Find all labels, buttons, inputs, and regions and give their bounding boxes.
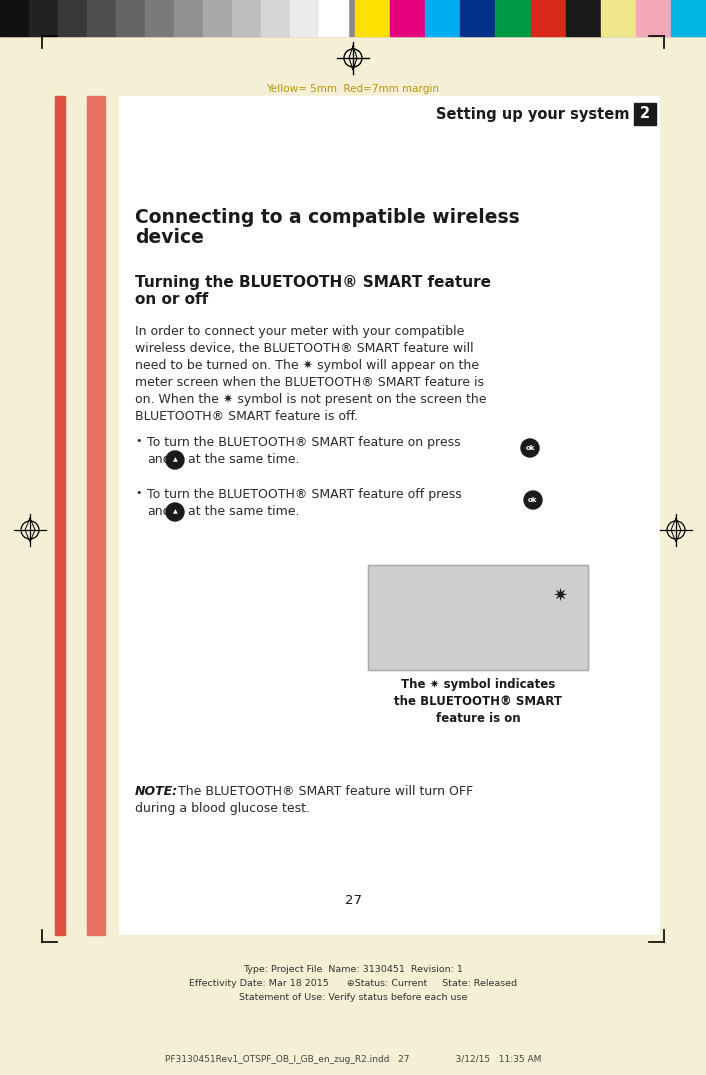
Text: during a blood glucose test.: during a blood glucose test.: [135, 802, 310, 815]
Text: ▲: ▲: [173, 458, 177, 462]
Bar: [368, 565, 588, 670]
Bar: [42, 78, 664, 100]
Text: ▲: ▲: [173, 510, 177, 515]
Bar: [0, 0, 706, 35]
Text: The ✷ symbol indicates
the BLUETOOTH® SMART
feature is on: The ✷ symbol indicates the BLUETOOTH® SM…: [394, 678, 562, 725]
Bar: [290, 0, 319, 35]
Bar: [42, 935, 664, 945]
Circle shape: [524, 491, 542, 508]
Circle shape: [166, 452, 184, 469]
Text: at the same time.: at the same time.: [188, 505, 299, 518]
Text: meter screen when the BLUETOOTH® SMART feature is: meter screen when the BLUETOOTH® SMART f…: [135, 376, 484, 389]
Bar: [174, 0, 203, 35]
Text: •: •: [135, 488, 141, 498]
Text: at the same time.: at the same time.: [188, 453, 299, 465]
Bar: [460, 0, 496, 35]
Bar: [355, 0, 390, 35]
Text: ✷: ✷: [552, 587, 568, 605]
Bar: [232, 0, 261, 35]
Bar: [390, 0, 425, 35]
Bar: [116, 0, 145, 35]
Text: ok: ok: [525, 445, 534, 451]
Bar: [55, 96, 65, 935]
Text: and: and: [147, 505, 171, 518]
Bar: [319, 0, 348, 35]
Bar: [368, 565, 588, 670]
Text: device: device: [135, 228, 204, 247]
Bar: [425, 0, 460, 35]
Bar: [671, 0, 706, 35]
Text: ok: ok: [528, 497, 538, 503]
Text: Setting up your system: Setting up your system: [436, 108, 630, 123]
Bar: [87, 96, 105, 935]
Text: on. When the ✷ symbol is not present on the screen the: on. When the ✷ symbol is not present on …: [135, 393, 486, 406]
Text: In order to connect your meter with your compatible: In order to connect your meter with your…: [135, 325, 465, 338]
Text: Turning the BLUETOOTH® SMART feature: Turning the BLUETOOTH® SMART feature: [135, 275, 491, 290]
Bar: [58, 0, 87, 35]
Text: wireless device, the BLUETOOTH® SMART feature will: wireless device, the BLUETOOTH® SMART fe…: [135, 342, 474, 355]
Text: Statement of Use: Verify status before each use: Statement of Use: Verify status before e…: [239, 993, 467, 1003]
Bar: [634, 103, 656, 125]
Text: Connecting to a compatible wireless: Connecting to a compatible wireless: [135, 207, 520, 227]
Text: need to be turned on. The ✷ symbol will appear on the: need to be turned on. The ✷ symbol will …: [135, 359, 479, 372]
Circle shape: [521, 439, 539, 457]
Text: Type: Project File  Name: 3130451  Revision: 1: Type: Project File Name: 3130451 Revisio…: [243, 965, 463, 975]
Bar: [636, 0, 671, 35]
Bar: [29, 0, 58, 35]
Text: To turn the BLUETOOTH® SMART feature on press: To turn the BLUETOOTH® SMART feature on …: [147, 436, 460, 449]
Text: and: and: [147, 453, 171, 465]
Bar: [660, 96, 664, 935]
Bar: [530, 0, 566, 35]
Text: •: •: [135, 436, 141, 446]
Text: on or off: on or off: [135, 292, 208, 307]
Bar: [566, 0, 601, 35]
Text: 27: 27: [345, 893, 361, 906]
Text: Yellow= 5mm  Red=7mm margin: Yellow= 5mm Red=7mm margin: [266, 84, 440, 94]
Bar: [42, 96, 118, 935]
Text: PF3130451Rev1_OTSPF_OB_I_GB_en_zug_R2.indd   27                3/12/15   11:35 A: PF3130451Rev1_OTSPF_OB_I_GB_en_zug_R2.in…: [164, 1056, 542, 1064]
Bar: [261, 0, 290, 35]
Bar: [145, 0, 174, 35]
Bar: [118, 96, 660, 935]
Text: The BLUETOOTH® SMART feature will turn OFF: The BLUETOOTH® SMART feature will turn O…: [178, 785, 473, 798]
Bar: [0, 0, 29, 35]
Bar: [601, 0, 636, 35]
Bar: [203, 0, 232, 35]
Text: NOTE:: NOTE:: [135, 785, 178, 798]
Text: BLUETOOTH® SMART feature is off.: BLUETOOTH® SMART feature is off.: [135, 410, 358, 422]
Bar: [496, 0, 530, 35]
Bar: [0, 945, 706, 1075]
Text: Effectivity Date: Mar 18 2015      ⊕Status: Current     State: Released: Effectivity Date: Mar 18 2015 ⊕Status: C…: [189, 979, 517, 989]
Circle shape: [166, 503, 184, 521]
Bar: [87, 0, 116, 35]
Text: 2: 2: [640, 106, 650, 121]
Text: To turn the BLUETOOTH® SMART feature off press: To turn the BLUETOOTH® SMART feature off…: [147, 488, 462, 501]
